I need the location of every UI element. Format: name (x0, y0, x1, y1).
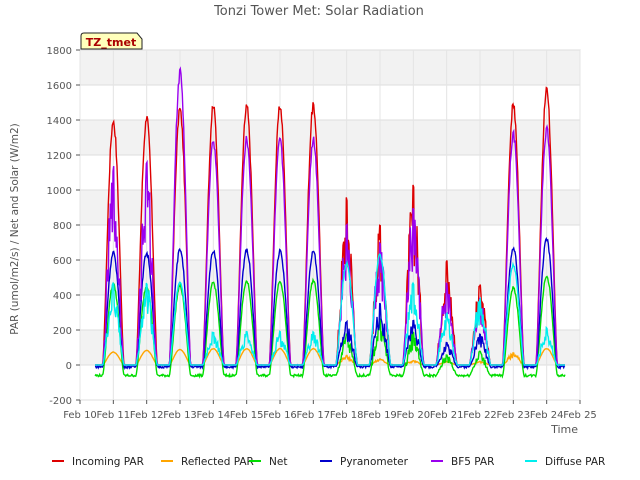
legend-label-pyranometer: Pyranometer (340, 456, 409, 468)
y-tick-label: 1000 (47, 186, 72, 197)
x-tick-label: Feb 23 (497, 410, 531, 421)
y-tick-label: 800 (53, 221, 72, 232)
x-tick-label: Feb 22 (463, 410, 497, 421)
y-tick-label: 1800 (47, 46, 72, 57)
legend-label-net: Net (269, 456, 287, 468)
y-tick-label: 200 (53, 326, 72, 337)
grid-band (80, 330, 580, 365)
legend-label-incoming-par: Incoming PAR (72, 456, 144, 468)
chart-title: Tonzi Tower Met: Solar Radiation (213, 4, 424, 19)
y-tick-label: 600 (53, 256, 72, 267)
legend-label-reflected-par: Reflected PAR (181, 456, 254, 468)
grid-band (80, 50, 580, 85)
x-tick-label: Feb 17 (297, 410, 331, 421)
x-tick-label: Feb 11 (97, 410, 131, 421)
series-line-net (94, 275, 566, 379)
grid-band (80, 260, 580, 295)
x-tick-label: Feb 14 (197, 410, 231, 421)
x-tick-label: Feb 15 (230, 410, 264, 421)
x-tick-label: Feb 21 (430, 410, 464, 421)
y-tick-label: 1200 (47, 151, 72, 162)
grid-band (80, 120, 580, 155)
grid-band (80, 190, 580, 225)
legend: Incoming PAR Reflected PAR Net Pyranometer B… (52, 456, 605, 468)
x-tick-label: Feb 10 (63, 410, 97, 421)
x-tick-label: Feb 13 (163, 410, 197, 421)
x-tick-label: Feb 18 (330, 410, 364, 421)
x-tick-label: Feb 24 (530, 410, 564, 421)
series-line-pyranometer (94, 236, 566, 371)
y-tick-label: 1600 (47, 81, 72, 92)
x-tick-label: Feb 12 (130, 410, 164, 421)
y-tick-label: 400 (53, 291, 72, 302)
y-axis-label: PAR (umol/m2/s) / Net and Solar (W/m2) (9, 123, 21, 335)
x-tick-label: Feb 20 (397, 410, 431, 421)
x-axis-label: Time (550, 423, 578, 436)
y-tick-label: 1400 (47, 116, 72, 127)
x-tick-label: Feb 25 (563, 410, 597, 421)
x-tick-label: Feb 19 (363, 410, 397, 421)
legend-label-bf5-par: BF5 PAR (451, 456, 494, 468)
badge-label: TZ_tmet (86, 36, 136, 49)
series-line-diffuse-par (95, 253, 565, 366)
legend-label-diffuse-par: Diffuse PAR (545, 456, 605, 468)
y-tick-label: 0 (66, 361, 72, 372)
y-tick-label: -200 (49, 396, 72, 407)
x-tick-label: Feb 16 (263, 410, 297, 421)
tz-tmet-badge: TZ_tmet (80, 32, 143, 50)
